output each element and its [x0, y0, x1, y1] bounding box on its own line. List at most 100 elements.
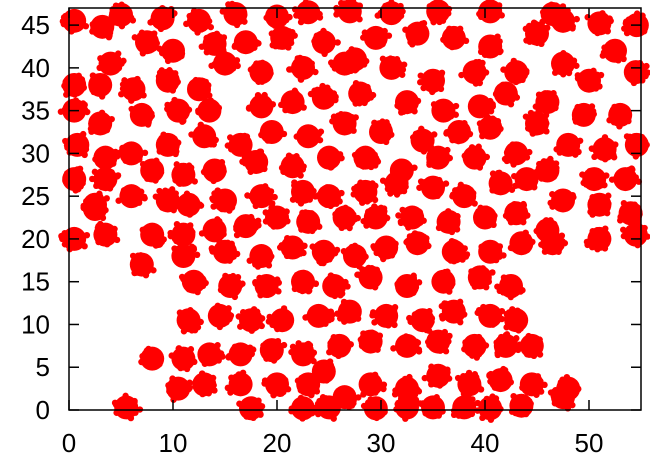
data-point — [454, 213, 461, 220]
data-point — [497, 405, 504, 413]
data-point — [371, 196, 379, 204]
data-point — [302, 0, 309, 6]
data-point — [228, 240, 235, 248]
data-point — [178, 273, 186, 281]
data-point — [464, 185, 472, 192]
data-point — [179, 118, 186, 125]
data-point — [636, 211, 643, 218]
data-point-cluster — [492, 81, 521, 108]
data-point — [295, 340, 302, 347]
data-point — [194, 324, 202, 331]
data-point — [264, 137, 272, 144]
data-point — [459, 34, 466, 41]
data-point — [305, 288, 312, 295]
data-point — [446, 302, 453, 309]
data-point — [435, 412, 442, 419]
data-point-cluster — [311, 358, 336, 384]
data-point — [425, 83, 432, 90]
data-point-cluster — [588, 134, 619, 163]
data-point — [247, 349, 255, 356]
data-point — [511, 200, 518, 208]
data-point — [437, 220, 444, 227]
data-point — [636, 59, 644, 67]
data-point — [349, 0, 357, 4]
data-point — [473, 218, 481, 225]
data-point-cluster — [502, 200, 531, 226]
data-point — [543, 105, 550, 113]
data-point — [545, 158, 553, 165]
data-point — [194, 29, 201, 36]
data-point — [399, 71, 406, 78]
data-point — [118, 90, 125, 98]
data-point-cluster — [172, 190, 205, 218]
data-point — [357, 272, 364, 280]
data-point — [254, 217, 262, 225]
data-point — [61, 106, 68, 114]
data-point — [133, 76, 141, 83]
data-point — [410, 138, 418, 145]
data-point — [564, 54, 571, 62]
data-point — [287, 92, 295, 99]
data-point-cluster — [311, 27, 341, 58]
data-point — [156, 187, 163, 195]
data-point-cluster — [360, 203, 391, 230]
data-point-cluster — [87, 109, 115, 136]
data-point — [401, 394, 409, 402]
data-point — [141, 149, 149, 157]
data-point — [420, 148, 428, 155]
data-point — [470, 162, 477, 169]
data-point — [245, 104, 253, 111]
data-point — [270, 308, 295, 333]
data-point-cluster — [231, 30, 262, 55]
data-point — [340, 298, 348, 306]
data-point — [78, 22, 85, 30]
data-point — [449, 136, 456, 144]
data-point-cluster — [583, 225, 612, 253]
data-point — [174, 78, 181, 86]
data-point — [156, 148, 163, 155]
data-point — [327, 100, 335, 107]
data-point-cluster — [354, 264, 383, 291]
data-point-cluster — [547, 384, 576, 412]
data-point — [369, 329, 376, 336]
data-point-cluster — [551, 7, 580, 33]
data-point — [214, 302, 221, 310]
data-point — [236, 217, 243, 224]
data-point — [270, 120, 278, 127]
data-point — [76, 113, 84, 121]
data-point-cluster — [116, 141, 149, 166]
data-point — [217, 286, 225, 294]
data-point — [267, 188, 275, 195]
data-point-cluster — [467, 265, 496, 291]
data-point-cluster — [286, 54, 319, 83]
data-point — [263, 355, 270, 362]
data-point-cluster — [314, 394, 341, 422]
data-point — [299, 209, 306, 217]
x-tick-label: 50 — [575, 428, 604, 458]
data-point — [219, 170, 226, 177]
data-point — [338, 284, 346, 292]
data-point — [420, 217, 427, 224]
data-point — [293, 271, 301, 279]
data-point-cluster — [551, 50, 580, 78]
data-point-cluster — [516, 332, 544, 360]
data-point-cluster — [369, 303, 399, 329]
data-point — [210, 203, 217, 210]
data-point — [150, 174, 158, 181]
data-point — [183, 190, 191, 197]
data-point — [507, 244, 515, 252]
data-point-cluster — [360, 396, 388, 422]
data-point — [312, 367, 320, 374]
data-point — [354, 2, 361, 9]
data-point — [82, 22, 90, 30]
data-point — [551, 400, 559, 407]
data-point-cluster — [488, 169, 516, 196]
data-point — [288, 348, 295, 356]
data-point — [566, 64, 573, 71]
data-point — [452, 239, 459, 246]
data-point — [503, 149, 511, 156]
data-point — [522, 229, 529, 237]
data-point — [525, 237, 533, 245]
data-point — [629, 166, 636, 173]
data-point — [199, 390, 206, 398]
